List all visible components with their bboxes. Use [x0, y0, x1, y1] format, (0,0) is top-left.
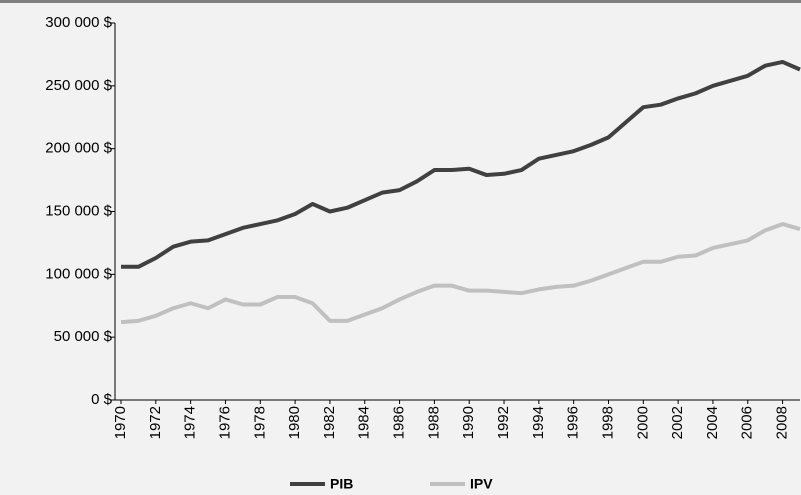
top-border	[0, 0, 801, 3]
x-tick-label: 1974	[182, 406, 199, 439]
x-tick-label: 2004	[704, 406, 721, 439]
legend-label: IPV	[470, 476, 493, 492]
x-tick-label: 1994	[530, 406, 547, 439]
x-tick-label: 1988	[425, 406, 442, 439]
x-tick-label: 1976	[216, 406, 233, 439]
x-tick-label: 1996	[565, 406, 582, 439]
y-tick-label: 150 000 $	[45, 202, 112, 219]
x-tick-label: 2008	[774, 406, 791, 439]
x-tick-label: 2000	[634, 406, 651, 439]
legend-label: PIB	[330, 476, 353, 492]
series-line	[120, 222, 801, 325]
y-tick-label: 100 000 $	[45, 265, 112, 282]
x-tick-label: 1984	[356, 406, 373, 439]
legend: PIB IPV	[290, 476, 493, 492]
x-tick-label: 1992	[495, 406, 512, 439]
x-tick-label: 1982	[321, 406, 338, 439]
x-tick-label: 1972	[147, 406, 164, 439]
series-line	[121, 59, 801, 269]
y-tick-label: 200 000 $	[45, 140, 112, 157]
x-tick-label: 1990	[460, 406, 477, 439]
x-tick-label: 1986	[391, 406, 408, 439]
x-tick-label: 1980	[286, 406, 303, 439]
x-tick-label: 1970	[112, 406, 129, 439]
x-tick-label: 2006	[739, 406, 756, 439]
x-tick-label: 1978	[251, 406, 268, 439]
x-tick-label: 1998	[599, 406, 616, 439]
y-tick-label: 50 000 $	[54, 328, 113, 345]
x-tick-label: 2002	[669, 406, 686, 439]
y-tick-label: 300 000 $	[45, 14, 112, 31]
y-tick-label: 250 000 $	[45, 77, 112, 94]
y-tick-label: 0 $	[91, 391, 113, 408]
